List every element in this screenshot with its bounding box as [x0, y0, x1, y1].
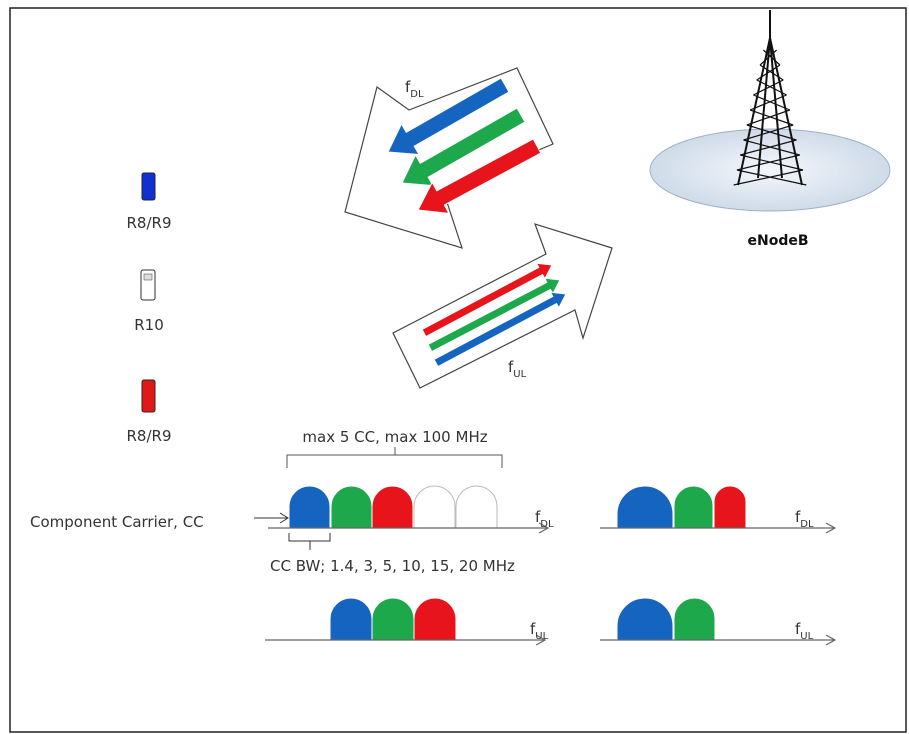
carrier-arrow — [417, 138, 542, 214]
tower-brace — [749, 94, 787, 111]
device-icons — [140, 172, 156, 413]
frequency-axis — [268, 522, 550, 534]
tower-brace — [759, 49, 778, 66]
axis-label: fUL — [530, 620, 549, 642]
bandwidth-bracket — [288, 533, 331, 550]
carrier-arrow — [387, 77, 510, 156]
tower-brace — [746, 109, 791, 126]
carrier-label: Component Carrier, CC — [30, 513, 204, 531]
device-label: R8/R9 — [127, 427, 172, 445]
component-carrier — [616, 597, 674, 641]
phone-red — [141, 379, 156, 413]
tower — [733, 10, 807, 186]
component-carrier — [371, 597, 415, 641]
tower-brace — [753, 94, 791, 111]
component-carrier — [288, 485, 331, 529]
carrier-rows — [265, 485, 837, 646]
device-label: R10 — [134, 316, 164, 334]
carrier-arrow — [401, 107, 526, 187]
tower-brace — [756, 64, 781, 81]
span-bracket — [286, 447, 503, 468]
component-carrier — [455, 485, 498, 529]
carrier-arrow — [421, 262, 553, 338]
device-label: R8/R9 — [127, 214, 172, 232]
phone-blue — [141, 172, 156, 201]
tower-brace — [749, 109, 794, 126]
component-carrier — [673, 485, 714, 529]
link-label: fUL — [508, 358, 527, 380]
coverage-disc — [649, 128, 891, 212]
component-carrier — [413, 597, 457, 641]
tower-brace — [743, 124, 794, 141]
component-carrier — [616, 485, 674, 529]
axis-label: fDL — [535, 508, 554, 530]
tower-brace — [762, 49, 781, 66]
base-station-label: eNodeB — [747, 233, 808, 249]
component-carrier — [330, 485, 373, 529]
phone-screen — [143, 273, 153, 281]
uplink-carriers — [421, 262, 567, 368]
tower-brace — [733, 169, 804, 186]
axis-label: fDL — [795, 508, 814, 530]
tower-brace — [746, 124, 797, 141]
span-label: max 5 CC, max 100 MHz — [302, 428, 487, 446]
tower-brace — [753, 79, 784, 96]
frequency-axis — [600, 522, 837, 534]
tower-brace — [740, 154, 804, 171]
tower-leg — [757, 37, 771, 179]
carrier-arrow — [433, 291, 567, 368]
tower-brace — [736, 169, 807, 186]
tower-brace — [740, 139, 797, 156]
component-carrier — [413, 485, 456, 529]
tower-leg — [769, 37, 783, 179]
tower-brace — [756, 79, 787, 96]
carrier-arrow — [427, 277, 561, 353]
link-label: fDL — [405, 78, 424, 100]
downlink-carriers — [387, 77, 542, 214]
frequency-axis — [600, 634, 837, 646]
carrier-pointer — [254, 512, 289, 524]
tower-brace — [759, 64, 784, 81]
component-carrier — [371, 485, 414, 529]
bandwidth-label: CC BW; 1.4, 3, 5, 10, 15, 20 MHz — [270, 557, 515, 575]
axis-label: fUL — [795, 620, 814, 642]
tower-brace — [736, 154, 800, 171]
component-carrier — [329, 597, 373, 641]
tower-brace — [743, 139, 800, 156]
frequency-axis — [265, 634, 547, 646]
component-carrier — [713, 485, 747, 529]
component-carrier — [673, 597, 716, 641]
